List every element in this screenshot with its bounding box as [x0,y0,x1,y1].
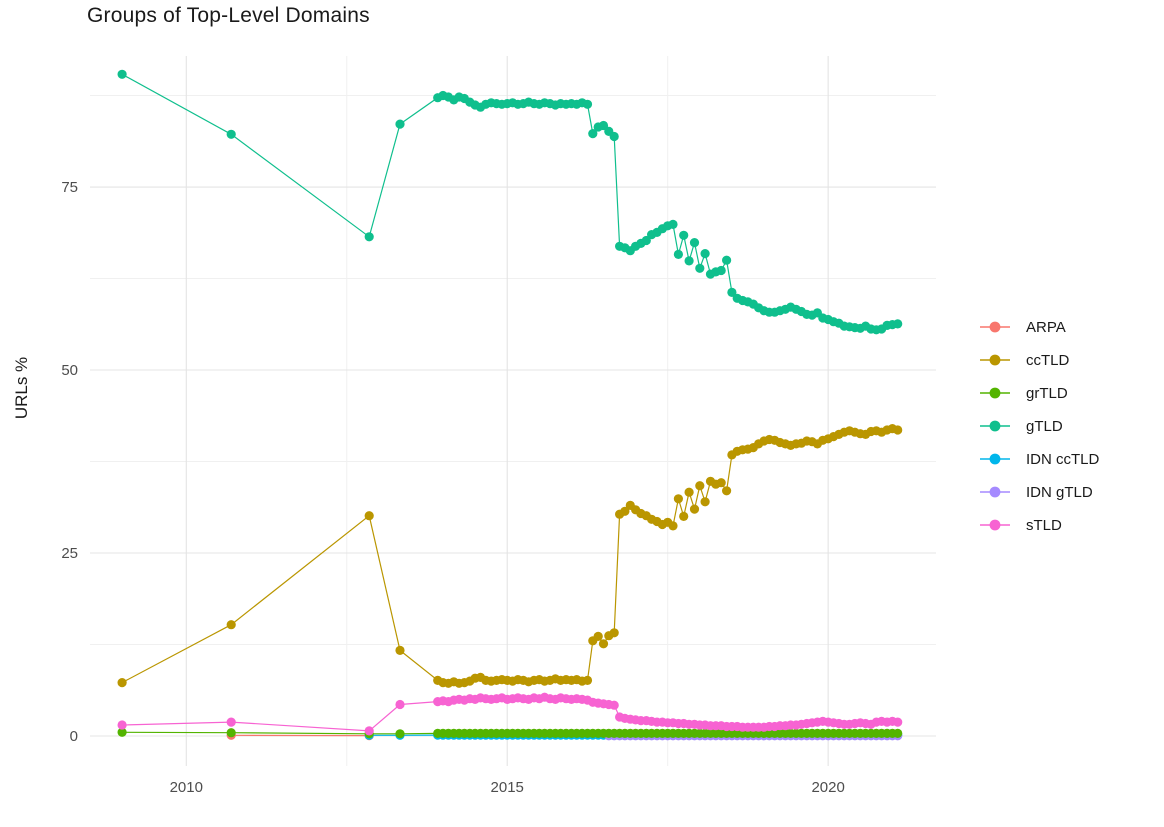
legend-item-sTLD: sTLD [978,514,1099,536]
y-tick-label: 75 [61,179,78,196]
gridlines-major [90,56,936,766]
legend-item-ARPA: ARPA [978,316,1099,338]
legend-label: IDN ccTLD [1026,450,1100,468]
legend-item-IDN-gTLD: IDN gTLD [978,481,1099,503]
legend-key-icon [980,486,1010,498]
y-tick-label: 50 [61,362,78,379]
series-gTLD [117,69,903,335]
legend-key-icon [980,354,1010,366]
series-ARPA [226,730,374,741]
legend-item-ccTLD: ccTLD [978,349,1099,371]
legend-item-IDN-ccTLD: IDN ccTLD [978,448,1099,470]
legend-label: gTLD [1026,417,1063,435]
legend-key-icon [980,519,1010,531]
legend: ARPA ccTLD grTLD gTLD IDN ccTLD IDN gTLD sTLD [978,316,1099,536]
x-tick-label: 2010 [170,779,203,796]
legend-item-gTLD: gTLD [978,415,1099,437]
legend-label: ccTLD [1026,351,1070,369]
axis-tick-labels: 0 25 50 75 2010 2015 2020 [61,179,845,796]
legend-key-icon [980,453,1010,465]
series-grTLD [117,727,903,739]
gridlines-minor [90,56,936,766]
legend-key-icon [980,387,1010,399]
series-ccTLD [117,424,903,688]
legend-label: IDN gTLD [1026,483,1093,501]
legend-label: sTLD [1026,516,1062,534]
legend-item-grTLD: grTLD [978,382,1099,404]
chart-title: Groups of Top-Level Domains [87,4,370,27]
y-tick-label: 25 [61,545,78,562]
series-sTLD [117,692,903,736]
x-tick-label: 2015 [491,779,524,796]
legend-key-icon [980,420,1010,432]
legend-label: ARPA [1026,318,1066,336]
legend-label: grTLD [1026,384,1068,402]
y-tick-label: 0 [70,728,78,745]
legend-key-icon [980,321,1010,333]
x-tick-label: 2020 [811,779,844,796]
